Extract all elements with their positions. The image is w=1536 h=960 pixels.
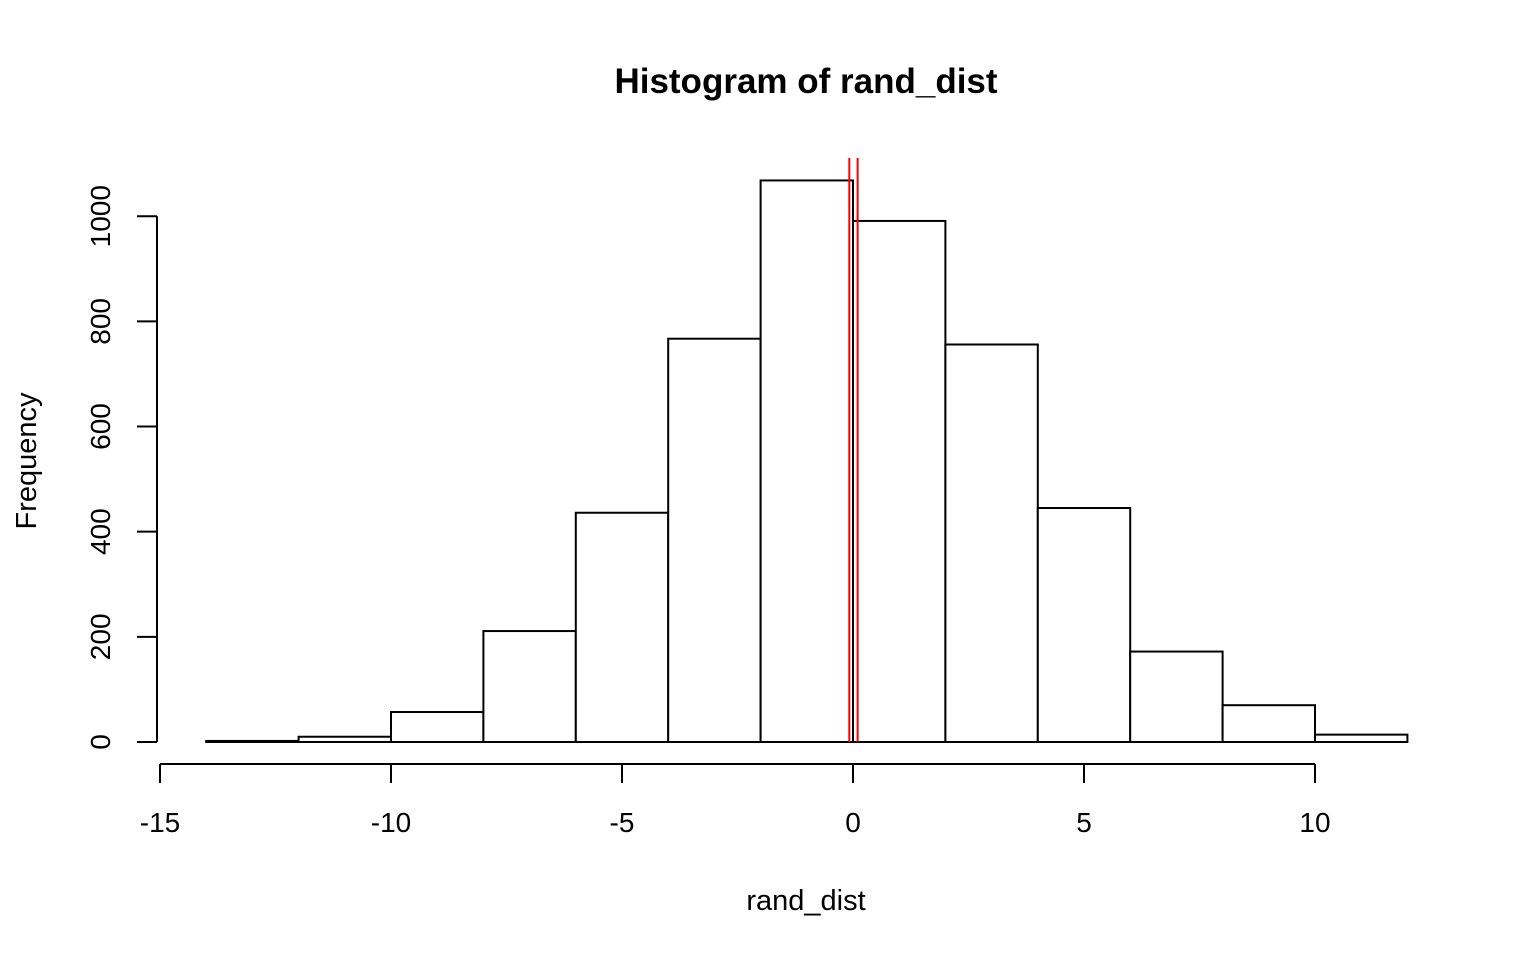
- y-tick-label-3: 600: [85, 403, 116, 450]
- y-tick-label-4: 800: [85, 298, 116, 345]
- bars-group: [205, 179, 1409, 744]
- histogram-bar-3: [482, 630, 577, 744]
- y-axis-label: Frequency: [11, 392, 43, 530]
- histogram-bar-4: [574, 511, 670, 744]
- x-axis: -15 -10 -5 0 5 10: [140, 763, 1331, 838]
- y-tick-label-2: 400: [85, 508, 116, 555]
- histogram-bar-11: [1221, 704, 1316, 743]
- histogram-bar-6: [759, 179, 854, 743]
- y-axis: 0 200 400 600 800 1000: [85, 185, 158, 750]
- x-tick-label-1: -10: [371, 807, 411, 838]
- histogram-bar-8: [944, 343, 1039, 743]
- chart-title: Histogram of rand_dist: [614, 62, 997, 101]
- histogram-bar-12: [1314, 733, 1409, 743]
- x-tick-label-5: 10: [1299, 807, 1330, 838]
- x-tick-label-3: 0: [845, 807, 861, 838]
- y-tick-label-0: 0: [85, 734, 116, 750]
- x-tick-label-2: -5: [610, 807, 635, 838]
- histogram-bar-5: [667, 337, 762, 743]
- x-tick-label-4: 5: [1076, 807, 1092, 838]
- histogram-bar-9: [1036, 507, 1132, 744]
- histogram-bar-0: [205, 739, 300, 744]
- x-tick-label-0: -15: [140, 807, 180, 838]
- histogram-bar-1: [297, 735, 393, 744]
- y-tick-label-1: 200: [85, 613, 116, 660]
- histogram-bar-2: [390, 711, 485, 744]
- histogram-bar-7: [852, 219, 947, 744]
- reference-lines-group: [848, 158, 859, 742]
- x-axis-label: rand_dist: [746, 885, 865, 917]
- histogram-bar-10: [1129, 650, 1224, 743]
- y-tick-label-5: 1000: [85, 185, 116, 247]
